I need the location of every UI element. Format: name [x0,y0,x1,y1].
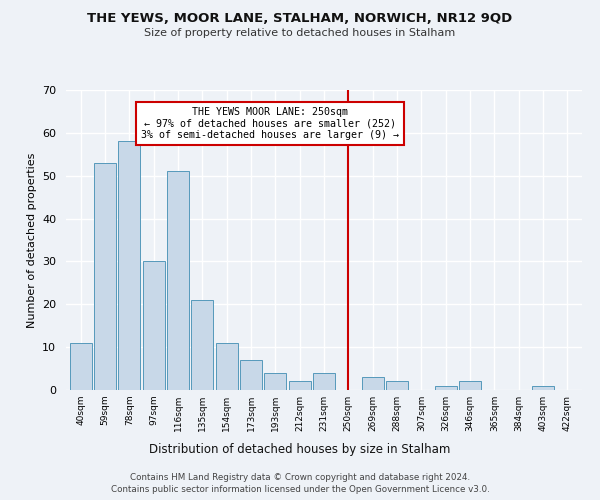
Bar [386,382,408,390]
Bar [289,382,311,390]
Bar [435,386,457,390]
Bar [362,377,383,390]
Text: Contains HM Land Registry data © Crown copyright and database right 2024.: Contains HM Land Registry data © Crown c… [130,472,470,482]
Bar [118,142,140,390]
Bar [94,163,116,390]
Text: Distribution of detached houses by size in Stalham: Distribution of detached houses by size … [149,442,451,456]
Text: Size of property relative to detached houses in Stalham: Size of property relative to detached ho… [145,28,455,38]
Bar [215,343,238,390]
Bar [265,373,286,390]
Bar [167,172,189,390]
Bar [191,300,213,390]
Y-axis label: Number of detached properties: Number of detached properties [26,152,37,328]
Text: THE YEWS MOOR LANE: 250sqm
← 97% of detached houses are smaller (252)
3% of semi: THE YEWS MOOR LANE: 250sqm ← 97% of deta… [142,107,400,140]
Bar [240,360,262,390]
Bar [313,373,335,390]
Bar [532,386,554,390]
Bar [143,262,164,390]
Bar [70,343,92,390]
Text: THE YEWS, MOOR LANE, STALHAM, NORWICH, NR12 9QD: THE YEWS, MOOR LANE, STALHAM, NORWICH, N… [88,12,512,26]
Text: Contains public sector information licensed under the Open Government Licence v3: Contains public sector information licen… [110,485,490,494]
Bar [459,382,481,390]
